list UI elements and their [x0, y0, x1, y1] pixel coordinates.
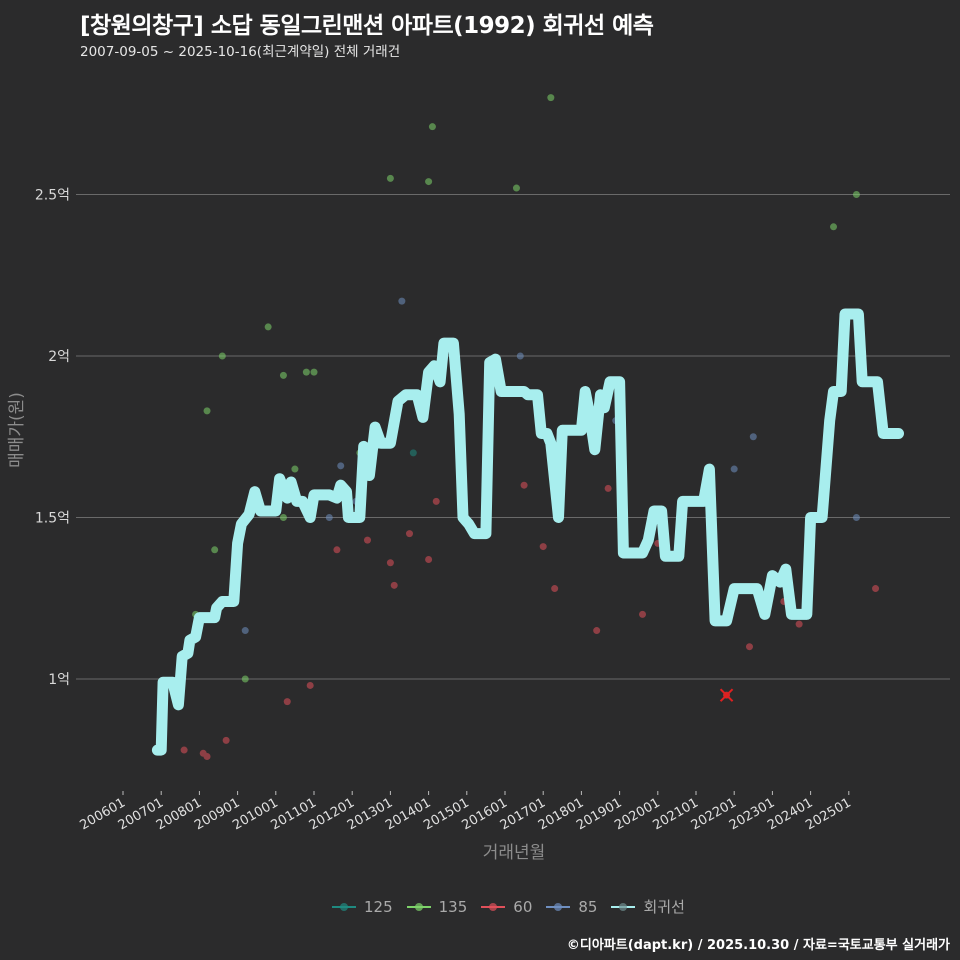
series-60 [180, 481, 880, 761]
y-tick-label: 1.5억 [35, 511, 70, 527]
legend-label: 60 [513, 897, 533, 916]
data-point [325, 514, 333, 521]
legend-label: 125 [364, 897, 393, 916]
data-point [386, 174, 394, 182]
data-point [547, 94, 555, 102]
regression-line [151, 308, 904, 756]
legend-label: 85 [578, 897, 598, 916]
legend-swatch-icon [481, 900, 506, 914]
data-point [241, 627, 249, 635]
data-point [203, 753, 211, 761]
x-axis-title: 거래년월 [483, 843, 546, 863]
data-point [337, 462, 345, 470]
cross-marker-icon [719, 688, 734, 702]
legend-label: 135 [438, 897, 468, 916]
y-axis-title: 매매가(원) [7, 392, 27, 468]
data-point [241, 675, 249, 683]
legend-swatch-icon [546, 900, 571, 914]
data-point [310, 368, 318, 376]
data-point [390, 581, 398, 589]
chart-title: [창원의창구] 소답 동일그린맨션 아파트(1992) 회귀선 예측 [80, 13, 654, 39]
data-point [852, 191, 860, 198]
series-135 [192, 94, 860, 683]
y-tick-label: 2억 [48, 349, 70, 365]
data-point [291, 465, 299, 473]
data-point [745, 643, 753, 651]
data-point [428, 123, 436, 131]
data-point [425, 178, 433, 186]
data-point [302, 368, 310, 376]
legend-swatch-icon [611, 900, 636, 914]
series-125 [409, 449, 417, 457]
chart-subtitle: 2007-09-05 ~ 2025-10-16(최근계약일) 전체 거래건 [80, 44, 401, 60]
data-point [333, 546, 341, 554]
legend-swatch-icon [332, 900, 356, 914]
data-point [406, 530, 413, 538]
data-point [512, 184, 520, 192]
data-point [180, 746, 188, 754]
data-point [279, 514, 287, 521]
legend-item: 135 [406, 897, 468, 916]
data-point [551, 585, 559, 593]
legend-swatch-icon [406, 900, 431, 914]
data-point [593, 627, 601, 635]
data-point [639, 610, 647, 618]
data-point [218, 352, 226, 360]
legend-item: 회귀선 [611, 896, 685, 917]
data-point [203, 407, 211, 415]
data-point [520, 481, 528, 489]
data-point [264, 323, 272, 331]
data-point [830, 223, 838, 231]
y-tick-label: 2.5억 [35, 188, 70, 204]
data-point [386, 559, 394, 567]
legend-label: 회귀선 [643, 898, 685, 916]
data-point [432, 497, 440, 505]
credit-footer: ©디아파트(dapt.kr) / 2025.10.30 / 자료=국토교통부 실… [566, 938, 950, 953]
data-point [306, 681, 314, 689]
data-point [363, 536, 371, 544]
chart-legend: 125 135 60 85 회귀선 [332, 896, 685, 917]
data-point [516, 352, 524, 360]
data-point [872, 585, 880, 593]
data-point [539, 543, 547, 551]
data-point [425, 555, 433, 563]
legend-item: 85 [546, 898, 597, 916]
data-point [795, 620, 803, 628]
data-point [211, 546, 219, 554]
data-point [409, 449, 417, 457]
data-point [604, 484, 612, 492]
data-point [398, 297, 406, 305]
data-point [730, 465, 738, 473]
data-point [283, 698, 291, 706]
data-point [222, 736, 230, 744]
data-point [749, 433, 757, 441]
y-tick-label: 1억 [48, 672, 70, 688]
data-point [852, 514, 860, 521]
legend-item: 60 [481, 898, 532, 916]
data-point [279, 371, 287, 379]
legend-item: 125 [332, 898, 393, 916]
